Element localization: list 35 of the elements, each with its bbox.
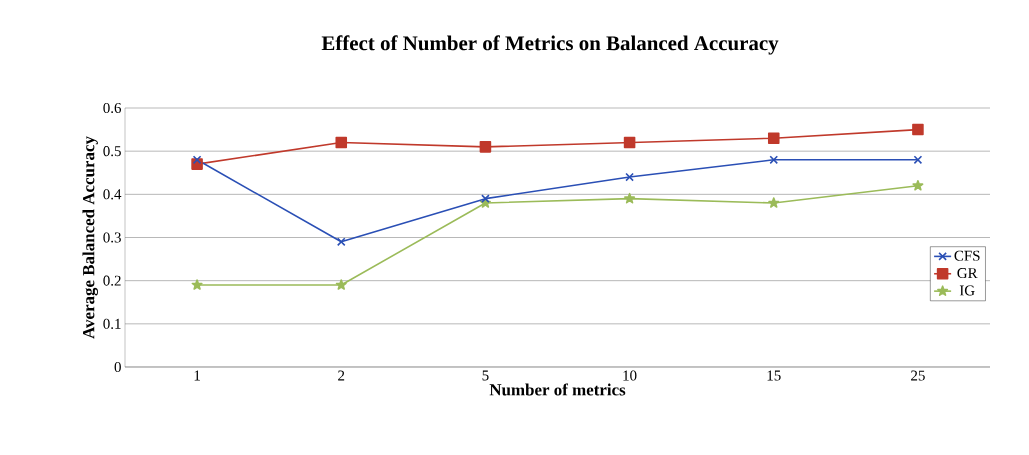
chart-title: Effect of Number of Metrics on Balanced Accuracy — [321, 35, 779, 55]
x-tick-label: 15 — [767, 370, 781, 381]
x-tick-label: 5 — [482, 370, 489, 381]
y-tick-label: 0.2 — [103, 275, 121, 286]
point — [769, 155, 779, 165]
legend-label: CFS — [954, 250, 980, 261]
point — [623, 136, 636, 149]
point — [191, 279, 203, 290]
legend-label: IG — [959, 285, 975, 296]
y-tick-label: 0.6 — [103, 102, 122, 114]
x-tick-label: 25 — [911, 370, 925, 381]
y-tick-label: 0.3 — [103, 232, 121, 243]
point — [913, 155, 923, 165]
point — [479, 141, 492, 153]
point — [912, 123, 924, 136]
y-tick-label: 0.4 — [103, 189, 122, 200]
point — [912, 179, 924, 191]
y-tick-label: 0.1 — [103, 318, 121, 329]
x-axis-title: Number of metrics — [489, 383, 626, 396]
point — [768, 197, 780, 208]
point — [625, 172, 634, 182]
x-tick-label: 2 — [338, 370, 345, 381]
x-tick-label: 1 — [194, 370, 200, 381]
x-tick-label: 10 — [623, 370, 637, 381]
point — [624, 192, 636, 204]
y-tick-label: 0 — [114, 361, 121, 373]
legend-label: GR — [957, 268, 978, 279]
point — [336, 237, 346, 247]
point — [335, 279, 347, 290]
point — [767, 132, 780, 144]
point — [335, 136, 348, 149]
y-tick-label: 0.5 — [103, 146, 121, 157]
point — [192, 155, 202, 165]
point — [481, 194, 490, 203]
y-axis-title: Average Balanced Accuracy — [82, 136, 98, 339]
